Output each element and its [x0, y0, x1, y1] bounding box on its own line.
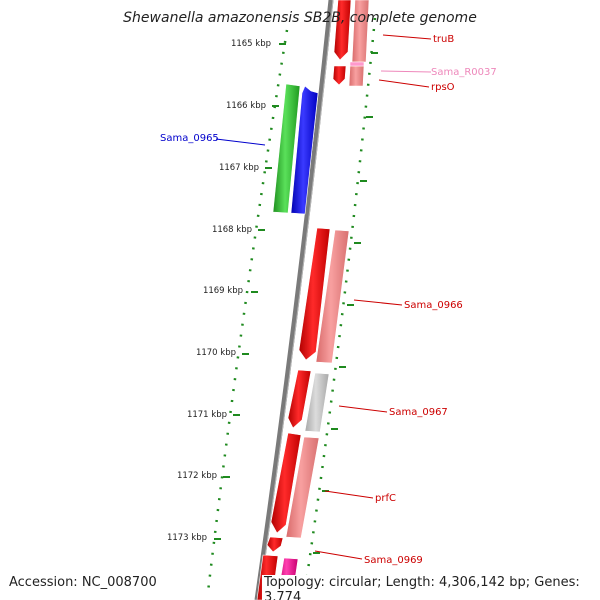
- gene-arrow-sama-0965-gene[interactable]: [272, 83, 301, 214]
- scale-label: 1165 kbp: [231, 39, 271, 49]
- gene-arrow-rps-o-cds[interactable]: [332, 65, 347, 86]
- leader-prfc: [324, 490, 374, 499]
- scale-label: 1170 kbp: [196, 348, 236, 358]
- major-tick: [279, 43, 286, 45]
- accession-label: Accession: NC_008700: [9, 575, 157, 590]
- gene-label-sama-0967[interactable]: Sama_0967: [389, 407, 448, 418]
- leader-sama-r0037: [380, 70, 432, 73]
- genome-backbone: [254, 0, 334, 600]
- scale-ticks: [214, 43, 378, 554]
- gene-arrow-sama-r0037[interactable]: [349, 61, 365, 67]
- leader-trub: [382, 34, 432, 40]
- scale-label: 1168 kbp: [212, 225, 252, 235]
- gene-arrow-trub-cds[interactable]: [333, 0, 352, 61]
- major-tick: [366, 116, 373, 118]
- major-tick: [242, 353, 249, 355]
- scale-label: 1167 kbp: [219, 163, 259, 173]
- gene-arrow-prfc-gene[interactable]: [285, 436, 320, 539]
- leader-sama-0969: [314, 550, 363, 560]
- major-tick: [354, 242, 361, 244]
- major-tick: [233, 414, 240, 416]
- scale-labels: 1165 kbp 1166 kbp 1167 kbp 1168 kbp 1169…: [167, 39, 271, 543]
- major-tick: [272, 105, 279, 107]
- leader-sama-0965: [215, 138, 266, 146]
- gene-arrow-trub-gene[interactable]: [351, 0, 370, 63]
- gene-arrow-sama-0965-cds[interactable]: [290, 85, 319, 215]
- major-tick: [265, 167, 272, 169]
- scale-label: 1171 kbp: [187, 410, 227, 420]
- gene-arrow-rps-o-gene[interactable]: [348, 65, 365, 87]
- major-tick: [214, 538, 221, 540]
- gene-arrow-sama-0966-gene[interactable]: [315, 229, 350, 364]
- gene-label-trub[interactable]: truB: [433, 34, 454, 45]
- gene-arrow-sama-0966-cds[interactable]: [298, 227, 331, 361]
- genome-backbone-highlight: [258, 0, 334, 600]
- label-leaders: [215, 34, 432, 560]
- major-tick: [313, 552, 320, 554]
- gene-arrow-prfc-cds[interactable]: [270, 432, 302, 534]
- gene-arrow-sama-0967-cds[interactable]: [287, 369, 312, 429]
- gene-arrow-sama-0967-gene[interactable]: [304, 372, 330, 433]
- gene-label-rps-o[interactable]: rpsO: [431, 82, 455, 93]
- major-tick: [331, 428, 338, 430]
- leader-sama-0966: [353, 299, 403, 306]
- scale-label: 1173 kbp: [167, 533, 207, 543]
- gene-label-sama-0969[interactable]: Sama_0969: [364, 555, 423, 566]
- gene-label-sama-0966[interactable]: Sama_0966: [404, 300, 463, 311]
- major-tick: [339, 366, 346, 368]
- gene-label-group: truB Sama_R0037 rpsO Sama_0965 Sama_0966…: [160, 34, 497, 566]
- gene-label-prfc[interactable]: prfC: [375, 493, 396, 504]
- gene-arrow-sama-0969-cds[interactable]: [266, 536, 284, 553]
- major-tick: [371, 52, 378, 54]
- leader-rps-o: [378, 79, 430, 88]
- scale-label: 1166 kbp: [226, 101, 266, 111]
- major-tick: [347, 304, 354, 306]
- major-tick: [223, 476, 230, 478]
- leader-sama-0967: [338, 405, 388, 413]
- scale-label: 1169 kbp: [203, 286, 243, 296]
- map-title: Shewanella amazonensis SB2B, complete ge…: [123, 10, 477, 26]
- scale-label: 1172 kbp: [177, 471, 217, 481]
- major-tick: [258, 229, 265, 231]
- major-tick: [251, 291, 258, 293]
- major-tick: [360, 180, 367, 182]
- gene-label-sama-r0037[interactable]: Sama_R0037: [431, 67, 497, 78]
- gene-features: [256, 0, 370, 600]
- topology-label: Topology: circular; Length: 4,306,142 bp…: [262, 575, 600, 600]
- gene-label-sama-0965[interactable]: Sama_0965: [160, 133, 219, 144]
